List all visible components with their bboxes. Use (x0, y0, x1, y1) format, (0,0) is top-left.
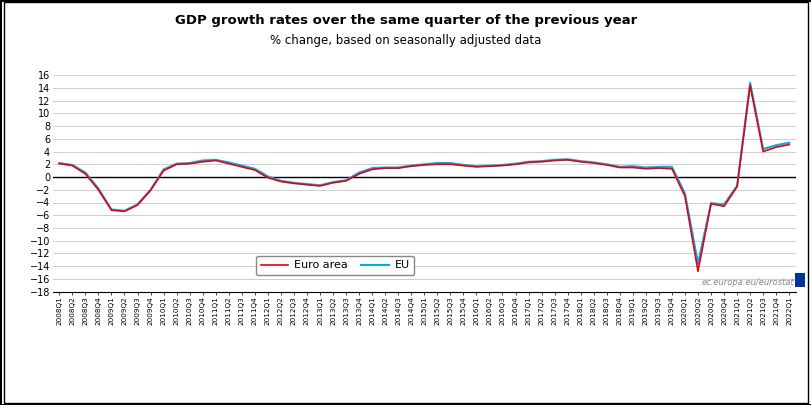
Euro area (783, 142, 793, 147)
Legend: Euro area, EU: Euro area, EU (256, 256, 414, 275)
EU (80, 170, 90, 175)
EU (783, 140, 793, 145)
Euro area (744, 83, 754, 88)
EU (744, 81, 754, 85)
Euro area (549, 158, 559, 163)
Euro area (80, 171, 90, 176)
Euro area (693, 269, 702, 274)
Euro area (93, 188, 103, 192)
FancyBboxPatch shape (794, 273, 804, 287)
Euro area (562, 158, 572, 162)
Line: EU: EU (59, 83, 788, 264)
Euro area (367, 167, 376, 172)
Euro area (54, 161, 64, 166)
Text: ec.europa.eu/eurostat: ec.europa.eu/eurostat (701, 278, 793, 287)
EU (250, 166, 260, 171)
EU (93, 186, 103, 191)
Text: GDP growth rates over the same quarter of the previous year: GDP growth rates over the same quarter o… (174, 14, 637, 27)
Line: Euro area: Euro area (59, 85, 788, 271)
EU (549, 158, 559, 162)
EU (693, 261, 702, 266)
Euro area (250, 168, 260, 173)
EU (54, 161, 64, 166)
EU (367, 166, 376, 171)
EU (562, 157, 572, 162)
Text: % change, based on seasonally adjusted data: % change, based on seasonally adjusted d… (270, 34, 541, 47)
